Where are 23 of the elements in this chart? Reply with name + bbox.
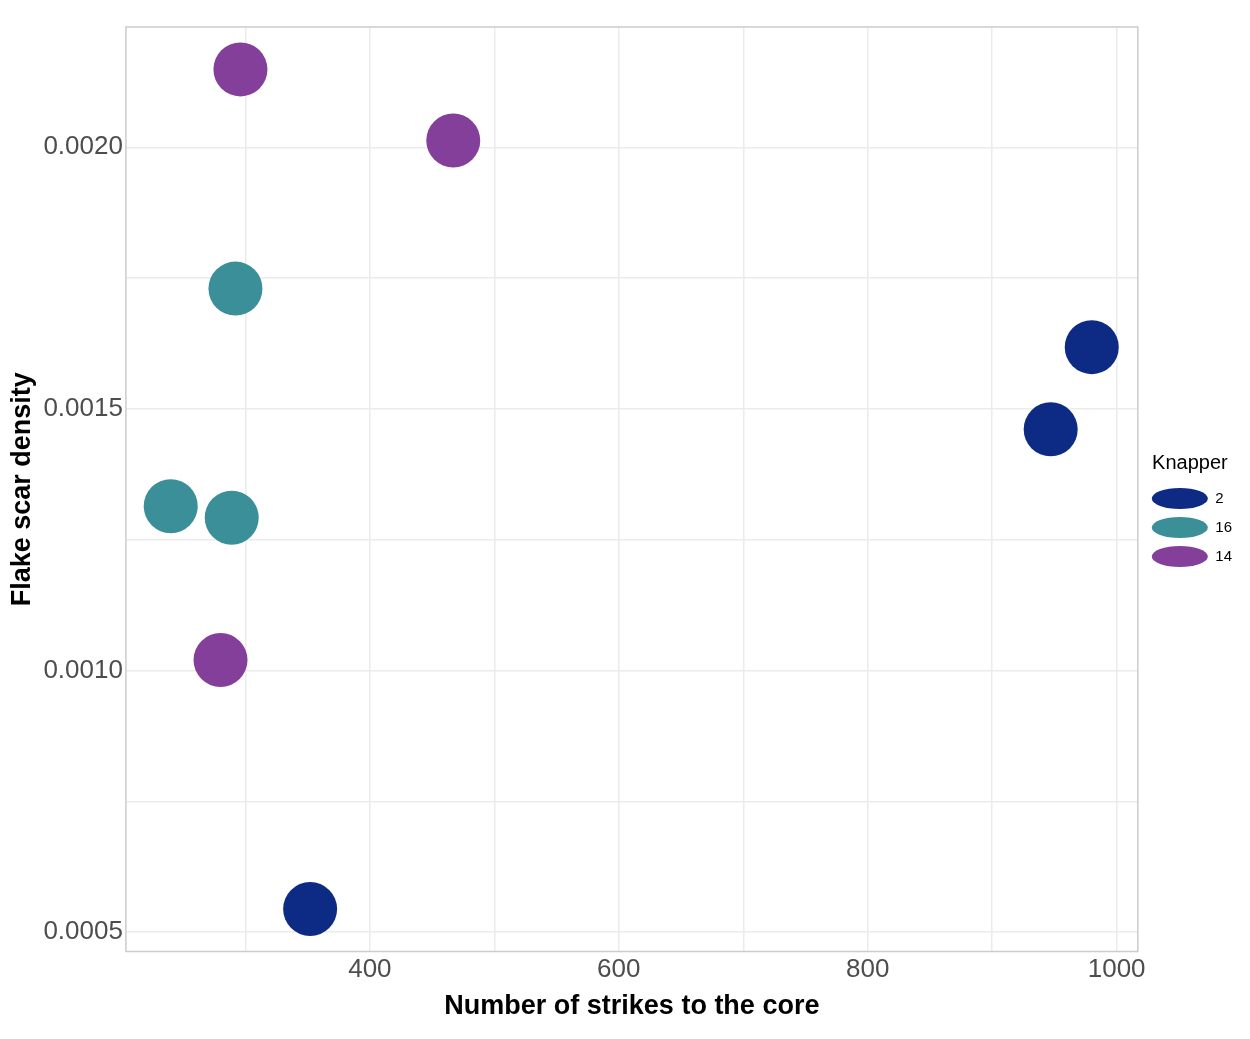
legend-title: Knapper (1152, 450, 1229, 473)
legend-label: 2 (1215, 488, 1224, 506)
point (1064, 320, 1119, 375)
x-axis-title: Number of strikes to the core (444, 990, 820, 1021)
point (204, 490, 259, 545)
point (426, 113, 481, 168)
x-tick-label: 800 (846, 953, 890, 984)
y-tick-label: 0.0010 (43, 653, 123, 684)
x-tick-label: 1000 (1087, 953, 1146, 984)
y-axis-title: Flake scar density (5, 372, 36, 607)
y-tick-label: 0.0005 (43, 915, 123, 946)
point (213, 42, 268, 97)
point (1023, 402, 1078, 457)
point (283, 882, 338, 937)
point (208, 261, 263, 316)
x-tick-label: 400 (348, 953, 392, 984)
y-tick-label: 0.0020 (43, 130, 123, 161)
y-tick-label: 0.0015 (43, 392, 123, 423)
legend-label: 16 (1215, 517, 1232, 535)
point (193, 633, 248, 688)
x-tick-label: 600 (597, 953, 641, 984)
legend-label: 14 (1215, 546, 1232, 564)
point (143, 479, 198, 534)
